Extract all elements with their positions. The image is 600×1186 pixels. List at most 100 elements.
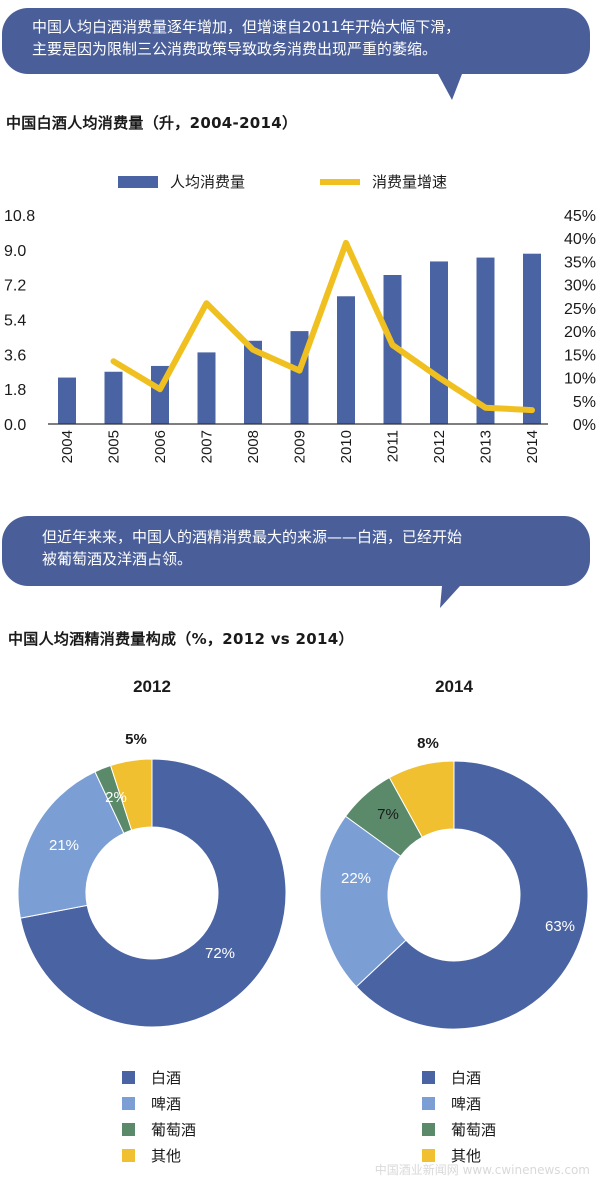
legend-label: 其他 (151, 1146, 182, 1165)
donut-2014: 63% 22% 7% 8% (319, 735, 589, 1030)
legend-item-baijiu: 白酒 (122, 1064, 196, 1090)
legend-label: 葡萄酒 (151, 1120, 197, 1139)
bars-group (58, 253, 541, 424)
bar-line-chart: 人均消费量 消费量增速 10.8 9.0 7.2 5.4 3.6 1.8 0.0 45% 40… (4, 174, 596, 463)
right-axis-tick-label: 10% (564, 371, 596, 388)
bar-2010 (337, 296, 355, 424)
legend-swatch (422, 1096, 435, 1110)
legend-swatch (422, 1122, 435, 1136)
right-axis-tick-label: 0% (573, 417, 596, 434)
legend-item-other: 其他 (122, 1142, 196, 1168)
bar-2008 (244, 340, 262, 424)
left-axis-tick-label: 10.8 (4, 208, 35, 225)
donut-2014-year: 2014 (435, 677, 473, 696)
left-axis-ticks: 10.8 9.0 7.2 5.4 3.6 1.8 0.0 (4, 208, 35, 434)
legend-swatch (122, 1070, 135, 1084)
x-tick-label: 2013 (478, 430, 495, 463)
callout-text-2: 但近年来来，中国人的酒精消费最大的来源——白酒，已经开始 被葡萄酒及洋酒占领。 (42, 526, 462, 570)
x-tick-label: 2006 (152, 430, 169, 463)
legend-item-other: 其他 (422, 1142, 496, 1168)
callout-2-line-1: 但近年来来，中国人的酒精消费最大的来源——白酒，已经开始 (42, 528, 463, 546)
legend-item-beer: 啤酒 (422, 1090, 496, 1116)
left-axis-tick-label: 5.4 (4, 313, 26, 330)
bar-2005 (104, 371, 123, 424)
right-axis-tick-label: 5% (573, 394, 596, 411)
x-tick-label: 2010 (338, 430, 355, 463)
x-axis-ticks: 2004 2005 2006 2007 2008 2009 2010 2011 2012 2013… (59, 430, 541, 463)
legend-swatch (422, 1070, 435, 1084)
legend-swatch (422, 1148, 435, 1162)
callout-1-line-2: 主要是因为限制三公消费政策导致政务消费出现严重的萎缩。 (32, 40, 438, 58)
x-tick-label: 2012 (431, 430, 448, 463)
legend-bar-swatch (118, 176, 158, 188)
slice-value-label: 63% (545, 918, 575, 935)
x-tick-label: 2004 (59, 430, 76, 463)
left-axis-tick-label: 9.0 (4, 243, 26, 260)
left-axis-tick-label: 1.8 (4, 382, 26, 399)
callout-bubble-2 (2, 516, 590, 608)
legend-item-wine: 葡萄酒 (122, 1116, 196, 1142)
left-axis-tick-label: 3.6 (4, 347, 26, 364)
bar-2007 (197, 352, 216, 424)
x-tick-label: 2009 (292, 430, 309, 463)
legend-swatch (122, 1096, 135, 1110)
donut-chart-title: 中国人均酒精消费量构成（%，2012 vs 2014） (8, 630, 354, 648)
slice-value-label: 7% (377, 806, 399, 823)
bar-2011 (383, 274, 402, 424)
donut-slice-白酒 (355, 760, 589, 1030)
donut-legend-2012: 白酒 啤酒 葡萄酒 其他 (122, 1064, 196, 1168)
bar-2013 (476, 257, 495, 424)
donut-2012-year: 2012 (133, 677, 171, 696)
x-tick-label: 2005 (106, 430, 123, 463)
donut-slice-啤酒 (319, 815, 407, 988)
legend-swatch (122, 1122, 135, 1136)
x-tick-label: 2014 (524, 430, 541, 463)
legend-swatch (122, 1148, 135, 1162)
donut-slice-白酒 (19, 758, 287, 1028)
legend-label: 啤酒 (151, 1094, 182, 1113)
donut-legend-2014: 白酒 啤酒 葡萄酒 其他 (422, 1064, 496, 1168)
callout-text-1: 中国人均白酒消费量逐年增加，但增速自2011年开始大幅下滑， 主要是因为限制三公… (32, 16, 460, 60)
legend-label: 葡萄酒 (451, 1120, 497, 1139)
watermark: 中国酒业新闻网 www.cwinenews.com (374, 1163, 590, 1177)
slice-value-label: 8% (417, 735, 439, 752)
legend-item-beer: 啤酒 (122, 1090, 196, 1116)
legend-bar-label: 人均消费量 (170, 174, 245, 191)
legend-item-baijiu: 白酒 (422, 1064, 496, 1090)
x-tick-label: 2007 (199, 430, 216, 463)
donut-slice-啤酒 (17, 771, 125, 919)
right-axis-tick-label: 35% (564, 254, 596, 271)
bar-2004 (58, 377, 76, 424)
callout-2-line-2: 被葡萄酒及洋酒占领。 (42, 550, 193, 568)
slice-value-label: 72% (205, 945, 235, 962)
bar-chart-legend: 人均消费量 消费量增速 (118, 174, 447, 191)
right-axis-tick-label: 40% (564, 231, 596, 248)
slice-value-label: 2% (105, 789, 127, 806)
right-axis-tick-label: 25% (564, 301, 596, 318)
legend-label: 白酒 (151, 1068, 182, 1087)
legend-label: 其他 (451, 1146, 482, 1165)
legend-item-wine: 葡萄酒 (422, 1116, 496, 1142)
bar-chart-title: 中国白酒人均消费量（升，2004-2014） (6, 114, 298, 132)
legend-label: 啤酒 (451, 1094, 482, 1113)
legend-line-label: 消费量增速 (372, 174, 447, 191)
bar-2012 (430, 261, 448, 424)
x-tick-label: 2011 (385, 430, 402, 462)
slice-value-label: 22% (341, 870, 371, 887)
x-tick-label: 2008 (245, 430, 262, 463)
growth-rate-line (110, 239, 535, 414)
right-axis-tick-label: 15% (564, 347, 596, 364)
right-axis-ticks: 45% 40% 35% 30% 25% 20% 15% 10% 5% 0% (564, 208, 596, 434)
slice-value-label: 21% (49, 837, 79, 854)
donut-2012: 72% 21% 2% 5% (17, 731, 287, 1028)
bar-2014 (523, 253, 541, 424)
legend-label: 白酒 (451, 1068, 482, 1087)
callout-1-line-1: 中国人均白酒消费量逐年增加，但增速自2011年开始大幅下滑， (32, 18, 461, 36)
donut-slice-其他 (388, 760, 455, 838)
right-axis-tick-label: 45% (564, 208, 596, 225)
donut-slice-其他 (109, 758, 153, 831)
donut-charts: 2012 2014 72% 21% 2% 5% 63% 22% 7% 8% (17, 677, 589, 1030)
callout-bubble-1 (2, 8, 590, 100)
left-axis-tick-label: 0.0 (4, 417, 26, 434)
right-axis-tick-label: 20% (564, 324, 596, 341)
